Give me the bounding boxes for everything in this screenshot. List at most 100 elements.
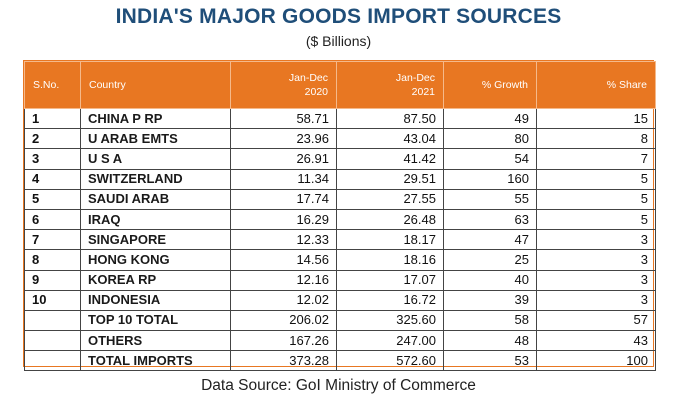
cell-sno: 9 [24,269,81,291]
data-source: Data Source: GoI Ministry of Commerce [201,377,476,394]
cell-share: 3 [536,269,656,291]
import-table: S.No. Country Jan-Dec 2020 Jan-Dec 2021 % … [23,60,656,372]
cell-2020: 16.29 [230,208,337,231]
cell-country: TOP 10 TOTAL [80,309,231,332]
data-table: S.No. Country Jan-Dec 2020 Jan-Dec 2021 % … [24,61,656,372]
cell-country: TOTAL IMPORTS [80,350,231,372]
cell-share: 3 [536,249,656,271]
table-row: 10 INDONESIA 12.02 16.72 39 3 [24,289,656,311]
cell-country: U S A [80,148,231,170]
table-row: TOTAL IMPORTS 373.28 572.60 53 100 [24,350,656,372]
cell-country: IRAQ [80,208,231,231]
cell-growth: 80 [443,128,537,150]
header-sno: S.No. [24,61,81,109]
cell-country: U ARAB EMTS [80,128,231,150]
cell-2020: 11.34 [230,168,337,190]
cell-sno [24,309,81,332]
cell-2020: 12.16 [230,269,337,291]
cell-2021: 29.51 [336,168,444,190]
cell-2021: 26.48 [336,208,444,231]
cell-country: SAUDI ARAB [80,188,231,210]
cell-2020: 14.56 [230,249,337,271]
cell-share: 5 [536,188,656,210]
cell-2021: 325.60 [336,309,444,332]
cell-2020: 26.91 [230,148,337,170]
cell-sno: 4 [24,168,81,190]
header-country: Country [80,61,231,109]
cell-2021: 247.00 [336,330,444,352]
cell-country: SWITZERLAND [80,168,231,190]
cell-sno [24,330,81,352]
cell-2021: 41.42 [336,148,444,170]
cell-growth: 40 [443,269,537,291]
cell-country: KOREA RP [80,269,231,291]
cell-country: OTHERS [80,330,231,352]
cell-sno: 1 [24,107,81,130]
cell-2021: 18.17 [336,229,444,251]
cell-sno: 6 [24,208,81,231]
table-row: 4 SWITZERLAND 11.34 29.51 160 5 [24,168,656,190]
cell-growth: 25 [443,249,537,271]
cell-share: 7 [536,148,656,170]
cell-share: 100 [536,350,656,372]
header-2020: Jan-Dec 2020 [230,61,337,109]
cell-country: HONG KONG [80,249,231,271]
cell-2021: 17.07 [336,269,444,291]
cell-growth: 58 [443,309,537,332]
cell-2020: 12.33 [230,229,337,251]
cell-growth: 48 [443,330,537,352]
cell-share: 15 [536,107,656,130]
cell-2020: 167.26 [230,330,337,352]
cell-sno: 8 [24,249,81,271]
cell-growth: 49 [443,107,537,130]
cell-share: 3 [536,229,656,251]
cell-country: CHINA P RP [80,107,231,130]
table-row: 5 SAUDI ARAB 17.74 27.55 55 5 [24,188,656,210]
header-share: % Share [536,61,656,109]
cell-growth: 160 [443,168,537,190]
header-growth: % Growth [443,61,537,109]
cell-share: 57 [536,309,656,332]
cell-2021: 43.04 [336,128,444,150]
cell-2020: 206.02 [230,309,337,332]
cell-growth: 39 [443,289,537,311]
cell-share: 5 [536,208,656,231]
cell-2020: 12.02 [230,289,337,311]
chart-title: INDIA'S MAJOR GOODS IMPORT SOURCES [115,5,562,28]
cell-share: 3 [536,289,656,311]
header-2021: Jan-Dec 2021 [336,61,444,109]
cell-growth: 54 [443,148,537,170]
cell-country: SINGAPORE [80,229,231,251]
cell-2021: 572.60 [336,350,444,372]
cell-growth: 55 [443,188,537,210]
cell-share: 5 [536,168,656,190]
cell-2020: 23.96 [230,128,337,150]
table-row: OTHERS 167.26 247.00 48 43 [24,330,656,352]
cell-sno: 2 [24,128,81,150]
cell-growth: 53 [443,350,537,372]
cell-2021: 16.72 [336,289,444,311]
table-row: 6 IRAQ 16.29 26.48 63 5 [24,208,656,231]
header-row: S.No. Country Jan-Dec 2020 Jan-Dec 2021 % … [24,61,656,109]
table-row: 1 CHINA P RP 58.71 87.50 49 15 [24,107,656,130]
table-row: 9 KOREA RP 12.16 17.07 40 3 [24,269,656,291]
cell-2020: 373.28 [230,350,337,372]
table-row: 8 HONG KONG 14.56 18.16 25 3 [24,249,656,271]
table-body: 1 CHINA P RP 58.71 87.50 49 15 2 U ARAB EMTS 23.… [24,107,656,372]
table-row: TOP 10 TOTAL 206.02 325.60 58 57 [24,309,656,332]
cell-share: 43 [536,330,656,352]
cell-2021: 18.16 [336,249,444,271]
cell-sno [24,350,81,372]
cell-share: 8 [536,128,656,150]
chart-subtitle: ($ Billions) [305,33,372,49]
cell-2020: 17.74 [230,188,337,210]
cell-sno: 3 [24,148,81,170]
cell-growth: 47 [443,229,537,251]
cell-sno: 10 [24,289,81,311]
cell-2021: 27.55 [336,188,444,210]
cell-2021: 87.50 [336,107,444,130]
cell-growth: 63 [443,208,537,231]
cell-sno: 5 [24,188,81,210]
